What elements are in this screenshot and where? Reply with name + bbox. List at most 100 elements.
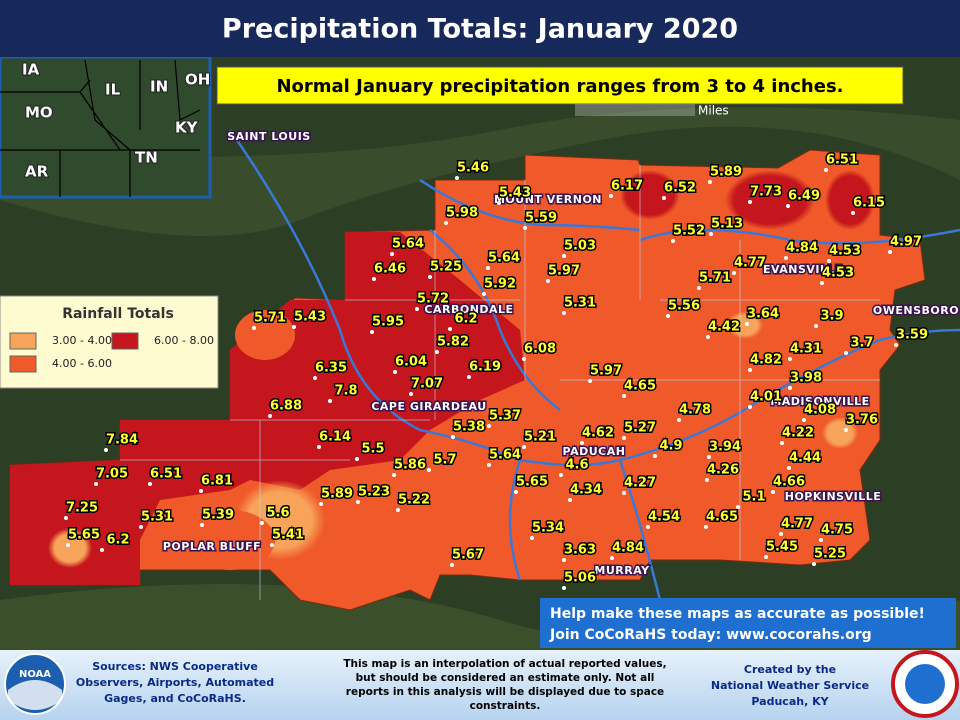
station-value: 4.34 (570, 483, 602, 498)
station-dot (100, 548, 104, 552)
station-value: 6.2 (454, 312, 477, 327)
station-value: 3.98 (790, 371, 822, 386)
station-value: 6.51 (826, 153, 858, 168)
precip-high-spot (825, 170, 875, 230)
station-dot (487, 424, 491, 428)
station-value: 4.77 (781, 517, 813, 532)
station-value: 5.03 (564, 239, 596, 254)
station-dot (646, 525, 650, 529)
station-dot (568, 498, 572, 502)
station-value: 4.82 (750, 353, 782, 368)
station-value: 6.2 (106, 533, 129, 548)
scale-bar (575, 104, 695, 116)
station-dot (787, 466, 791, 470)
station-value: 7.8 (334, 384, 357, 399)
station-value: 5.21 (524, 430, 556, 445)
station-value: 5.31 (564, 296, 596, 311)
station-value: 5.89 (321, 487, 353, 502)
station-value: 7.25 (66, 501, 98, 516)
city-label: OWENSBORO (873, 304, 959, 317)
station-value: 7.07 (411, 377, 443, 392)
station-dot (697, 286, 701, 290)
station-value: 4.26 (707, 463, 739, 478)
station-dot (66, 543, 70, 547)
station-value: 5.65 (516, 475, 548, 490)
station-value: 6.15 (853, 196, 885, 211)
station-dot (390, 252, 394, 256)
station-dot (580, 441, 584, 445)
station-dot (292, 325, 296, 329)
precip-low-spot (822, 417, 858, 449)
station-dot (622, 491, 626, 495)
station-dot (409, 392, 413, 396)
station-value: 5.6 (266, 506, 289, 521)
station-dot (820, 281, 824, 285)
rivers (228, 129, 960, 601)
station-value: 5.25 (430, 260, 462, 275)
legend-title: Rainfall Totals (62, 306, 174, 322)
station-dot (530, 536, 534, 540)
inset-map (0, 55, 212, 199)
inset-borders (0, 59, 201, 197)
station-dot (748, 200, 752, 204)
station-value: 6.51 (150, 467, 182, 482)
station-value: 4.22 (782, 426, 814, 441)
precip-high-spot (620, 170, 680, 220)
station-value: 5.45 (766, 540, 798, 555)
station-dot (780, 441, 784, 445)
legend-label: 3.00 - 4.00 (52, 334, 112, 347)
station-value: 4.27 (624, 476, 656, 491)
banner-text: Normal January precipitation ranges from… (276, 76, 843, 97)
station-dot (372, 277, 376, 281)
station-dot (356, 500, 360, 504)
station-dot (888, 250, 892, 254)
station-value: 6.88 (270, 399, 302, 414)
legend-label: 4.00 - 6.00 (52, 357, 112, 370)
station-value: 5.25 (814, 547, 846, 562)
station-value: 4.84 (612, 541, 644, 556)
station-value: 5.95 (372, 315, 404, 330)
station-dot (199, 489, 203, 493)
station-value: 4.78 (679, 403, 711, 418)
station-value: 6.19 (469, 360, 501, 375)
city-label: CARBONDALE (424, 303, 513, 316)
station-value: 4.75 (821, 523, 853, 538)
station-value: 3.9 (820, 309, 843, 324)
station-value: 5.46 (457, 161, 489, 176)
city-label: MOUNT VERNON (494, 193, 602, 206)
station-dot (788, 357, 792, 361)
station-dot (139, 525, 143, 529)
state-label: IL (105, 81, 121, 99)
station-dot (487, 463, 491, 467)
station-dot (370, 330, 374, 334)
station-value: 4.08 (804, 403, 836, 418)
station-dot (546, 279, 550, 283)
station-value: 3.59 (896, 328, 928, 343)
state-label: IN (150, 78, 168, 96)
station-value: 4.31 (790, 342, 822, 357)
station-value: 5.89 (710, 165, 742, 180)
nws-logo-inner (905, 664, 945, 704)
station-dot (707, 455, 711, 459)
station-dot (745, 322, 749, 326)
station-value: 3.94 (709, 440, 741, 455)
station-value: 7.05 (96, 467, 128, 482)
terrain (0, 584, 960, 650)
station-dot (396, 508, 400, 512)
station-value: 5.65 (68, 528, 100, 543)
precip-low-spot (727, 311, 763, 339)
station-dot (610, 556, 614, 560)
station-dot (802, 418, 806, 422)
station-value: 6.46 (374, 262, 406, 277)
station-value: 4.6 (565, 458, 588, 473)
station-value: 7.73 (750, 185, 782, 200)
station-dot (355, 457, 359, 461)
station-value: 5.43 (294, 310, 326, 325)
station-dot (467, 375, 471, 379)
city-label: POPLAR BLUFF (163, 540, 261, 553)
station-dot (732, 271, 736, 275)
station-value: 5.23 (358, 485, 390, 500)
station-value: 6.35 (315, 361, 347, 376)
station-dot (844, 428, 848, 432)
